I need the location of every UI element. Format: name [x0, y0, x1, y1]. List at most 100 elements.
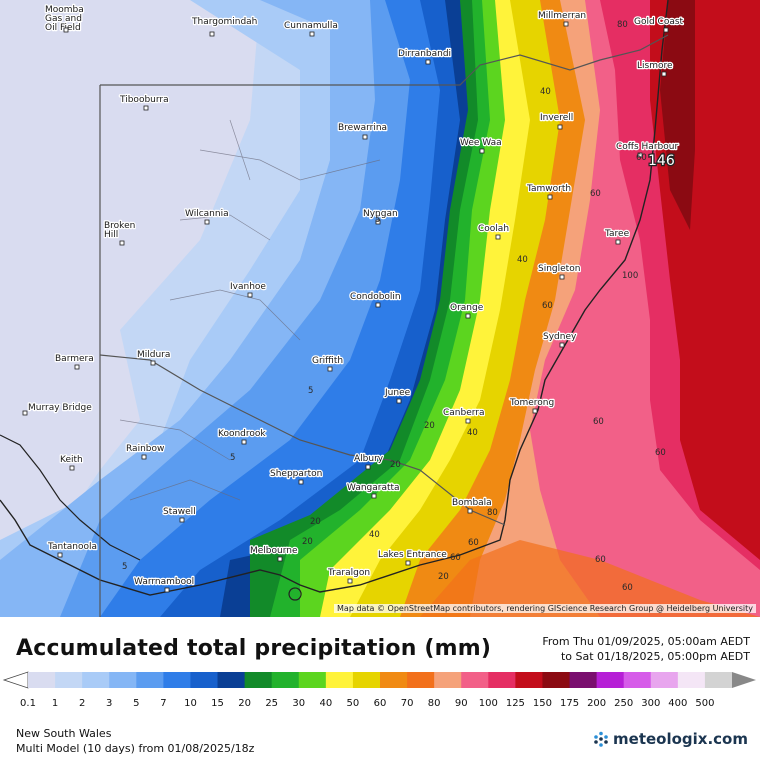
place-brewarrina: Brewarrina: [337, 122, 388, 140]
map-canvas: Moomba Gas and Oil Field Thargomindah Cunnam…: [0, 0, 760, 617]
isoline-label: 40: [467, 428, 478, 438]
place-marker: [663, 27, 669, 33]
place-marker: [179, 517, 185, 523]
scale-cell: [650, 672, 679, 688]
place-marker: [362, 134, 368, 140]
place-marker: [661, 71, 667, 77]
place-marker: [557, 124, 563, 130]
scale-label: 10: [184, 698, 197, 709]
isoline-label: 80: [487, 508, 498, 518]
place-lakes-entrance: Lakes Entrance: [377, 549, 449, 566]
isoline-label: 20: [438, 572, 449, 582]
border-vic-nsw: [99, 354, 506, 526]
scale-cell: [434, 672, 462, 688]
coastline-sa: [0, 434, 141, 561]
scale-cells: [2, 671, 756, 689]
isoline-label: 5: [375, 215, 380, 225]
scale-cell: [28, 672, 56, 688]
max-value-label: 146: [648, 153, 675, 169]
place-tomerong: Tomerong: [508, 397, 555, 414]
isoline-label: 5: [230, 453, 235, 463]
scale-cell: [407, 672, 435, 688]
scale-cell: [325, 672, 354, 688]
scale-label: 20: [238, 698, 251, 709]
place-label: Millmerran: [538, 11, 586, 21]
isoline-label: 20: [390, 460, 401, 470]
place-marker: [371, 493, 377, 499]
place-marker: [563, 21, 569, 27]
scale-label: 500: [695, 698, 714, 709]
place-shepparton: Shepparton: [269, 468, 324, 485]
place-label: Wilcannia: [185, 209, 229, 219]
isoline-label: 5: [122, 562, 127, 572]
brand-dots-icon: [594, 731, 608, 747]
place-moomba-gas-and-oil-field: Moomba Gas and Oil Field: [44, 4, 85, 35]
place-label: Wangaratta: [347, 483, 400, 493]
place-label: Lismore: [637, 61, 673, 71]
place-label: Coolah: [478, 224, 509, 234]
scale-min-arrow: [2, 671, 29, 689]
isoline-labels: 8040606040606010055204080560602040206052…: [122, 20, 666, 593]
scale-cell: [704, 672, 733, 688]
place-label: Warrnambool: [134, 577, 194, 587]
place-warrnambool: Warrnambool: [133, 576, 195, 593]
isoline-label: 80: [617, 20, 628, 30]
place-label: Barmera: [55, 354, 94, 364]
scale-cell: [190, 672, 219, 688]
band-70mm: [420, 540, 760, 617]
isoline-label: 60: [622, 583, 633, 593]
scale-cell: [515, 672, 543, 688]
place-lismore: Lismore: [636, 60, 674, 77]
scale-label: 70: [401, 698, 414, 709]
place-label: Bombala: [452, 498, 492, 508]
place-koondrook: Koondrook: [217, 428, 268, 445]
place-marker: [559, 274, 565, 280]
place-label: Mildura: [137, 350, 170, 360]
isoline-label: 40: [540, 87, 551, 97]
scale-label: 400: [668, 698, 687, 709]
scale-label: 175: [560, 698, 579, 709]
place-marker: [465, 418, 471, 424]
place-marker: [365, 464, 371, 470]
border-qld-nsw: [100, 34, 669, 86]
isoline-label: 20: [302, 537, 313, 547]
place-marker: [241, 439, 247, 445]
place-label: Stawell: [163, 507, 196, 517]
place-rainbow: Rainbow: [125, 443, 166, 460]
place-coffs-harbour: Coffs Harbour: [615, 141, 680, 158]
place-marker: [425, 59, 431, 65]
place-marker: [547, 194, 553, 200]
isoline-label: 60: [450, 553, 461, 563]
place-label: Inverell: [540, 113, 573, 123]
place-label: Coffs Harbour: [616, 142, 678, 152]
place-cunnamulla: Cunnamulla: [283, 20, 339, 37]
place-marker: [465, 313, 471, 319]
place-marker: [479, 148, 485, 154]
place-marker: [150, 360, 156, 366]
place-marker: [405, 560, 411, 566]
place-marker: [141, 454, 147, 460]
place-label: Broken Hill: [104, 221, 135, 240]
precipitation-map[interactable]: Moomba Gas and Oil Field Thargomindah Cunnam…: [0, 0, 760, 617]
place-marker: [119, 240, 125, 246]
place-ivanhoe: Ivanhoe: [229, 281, 268, 298]
isoline-label: 20: [310, 517, 321, 527]
scale-cell: [596, 672, 625, 688]
place-label: Wee Waa: [460, 138, 502, 148]
place-marker: [467, 508, 473, 514]
place-label: Taree: [604, 229, 630, 239]
map-attribution: Map data © OpenStreetMap contributors, r…: [334, 604, 756, 613]
brand-logo[interactable]: meteologix.com: [593, 730, 748, 748]
place-broken-hill: Broken Hill: [103, 220, 137, 246]
place-bombala: Bombala: [451, 497, 493, 514]
place-label: Condobolin: [350, 292, 401, 302]
place-label: Shepparton: [270, 469, 322, 479]
place-label: Thargomindah: [191, 17, 257, 27]
place-marker: [495, 234, 501, 240]
place-marker: [298, 479, 304, 485]
isoline-label: 60: [593, 417, 604, 427]
place-canberra: Canberra: [442, 407, 486, 424]
scale-label: 150: [533, 698, 552, 709]
isoline-label: 60: [468, 538, 479, 548]
place-label: Orange: [450, 303, 484, 313]
